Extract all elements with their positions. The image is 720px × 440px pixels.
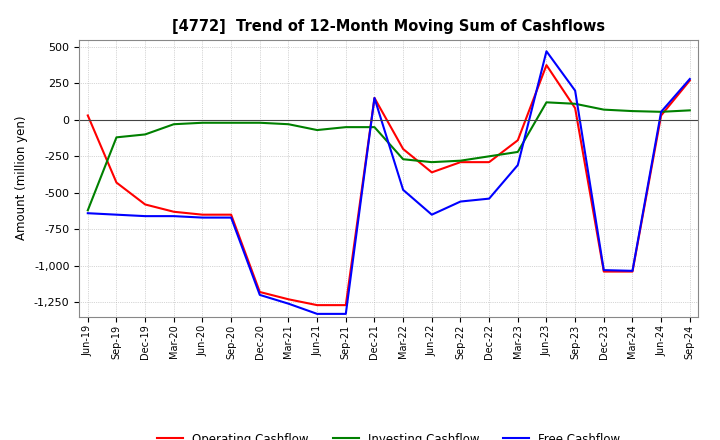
Investing Cashflow [198,120,207,125]
Operating Cashflow [399,147,408,152]
Operating Cashflow [141,202,150,207]
Line: Operating Cashflow: Operating Cashflow [88,65,690,305]
Investing Cashflow [600,107,608,112]
Operating Cashflow [169,209,178,214]
Investing Cashflow [112,135,121,140]
Operating Cashflow [198,212,207,217]
Investing Cashflow [256,120,264,125]
Investing Cashflow [628,108,636,114]
Free Cashflow [571,88,580,93]
Operating Cashflow [600,269,608,274]
Free Cashflow [312,311,321,316]
Investing Cashflow [370,125,379,130]
Free Cashflow [169,213,178,219]
Operating Cashflow [571,106,580,111]
Operating Cashflow [513,138,522,143]
Free Cashflow [513,162,522,168]
Operating Cashflow [657,113,665,118]
Operating Cashflow [542,62,551,68]
Operating Cashflow [456,160,465,165]
Operating Cashflow [227,212,235,217]
Operating Cashflow [312,302,321,308]
Operating Cashflow [428,170,436,175]
Free Cashflow [456,199,465,204]
Operating Cashflow [256,290,264,295]
Free Cashflow [685,77,694,82]
Investing Cashflow [485,154,493,159]
Investing Cashflow [542,100,551,105]
Operating Cashflow [84,113,92,118]
Free Cashflow [485,196,493,201]
Free Cashflow [112,212,121,217]
Free Cashflow [542,49,551,54]
Free Cashflow [399,187,408,193]
Investing Cashflow [141,132,150,137]
Free Cashflow [428,212,436,217]
Operating Cashflow [628,269,636,274]
Investing Cashflow [84,208,92,213]
Y-axis label: Amount (million yen): Amount (million yen) [15,116,28,240]
Investing Cashflow [428,160,436,165]
Investing Cashflow [341,125,350,130]
Line: Investing Cashflow: Investing Cashflow [88,103,690,210]
Title: [4772]  Trend of 12-Month Moving Sum of Cashflows: [4772] Trend of 12-Month Moving Sum of C… [172,19,606,34]
Free Cashflow [227,215,235,220]
Investing Cashflow [513,149,522,154]
Investing Cashflow [227,120,235,125]
Free Cashflow [657,109,665,114]
Investing Cashflow [456,158,465,163]
Investing Cashflow [571,101,580,106]
Operating Cashflow [685,78,694,83]
Investing Cashflow [399,157,408,162]
Operating Cashflow [112,180,121,185]
Operating Cashflow [485,160,493,165]
Free Cashflow [341,311,350,316]
Free Cashflow [370,95,379,101]
Free Cashflow [84,211,92,216]
Investing Cashflow [284,121,293,127]
Free Cashflow [141,213,150,219]
Operating Cashflow [284,297,293,302]
Investing Cashflow [685,108,694,113]
Free Cashflow [600,268,608,273]
Free Cashflow [198,215,207,220]
Investing Cashflow [169,121,178,127]
Free Cashflow [628,268,636,274]
Free Cashflow [284,301,293,306]
Legend: Operating Cashflow, Investing Cashflow, Free Cashflow: Operating Cashflow, Investing Cashflow, … [152,428,626,440]
Line: Free Cashflow: Free Cashflow [88,51,690,314]
Investing Cashflow [657,109,665,114]
Investing Cashflow [312,128,321,133]
Free Cashflow [256,292,264,297]
Operating Cashflow [370,95,379,101]
Operating Cashflow [341,302,350,308]
